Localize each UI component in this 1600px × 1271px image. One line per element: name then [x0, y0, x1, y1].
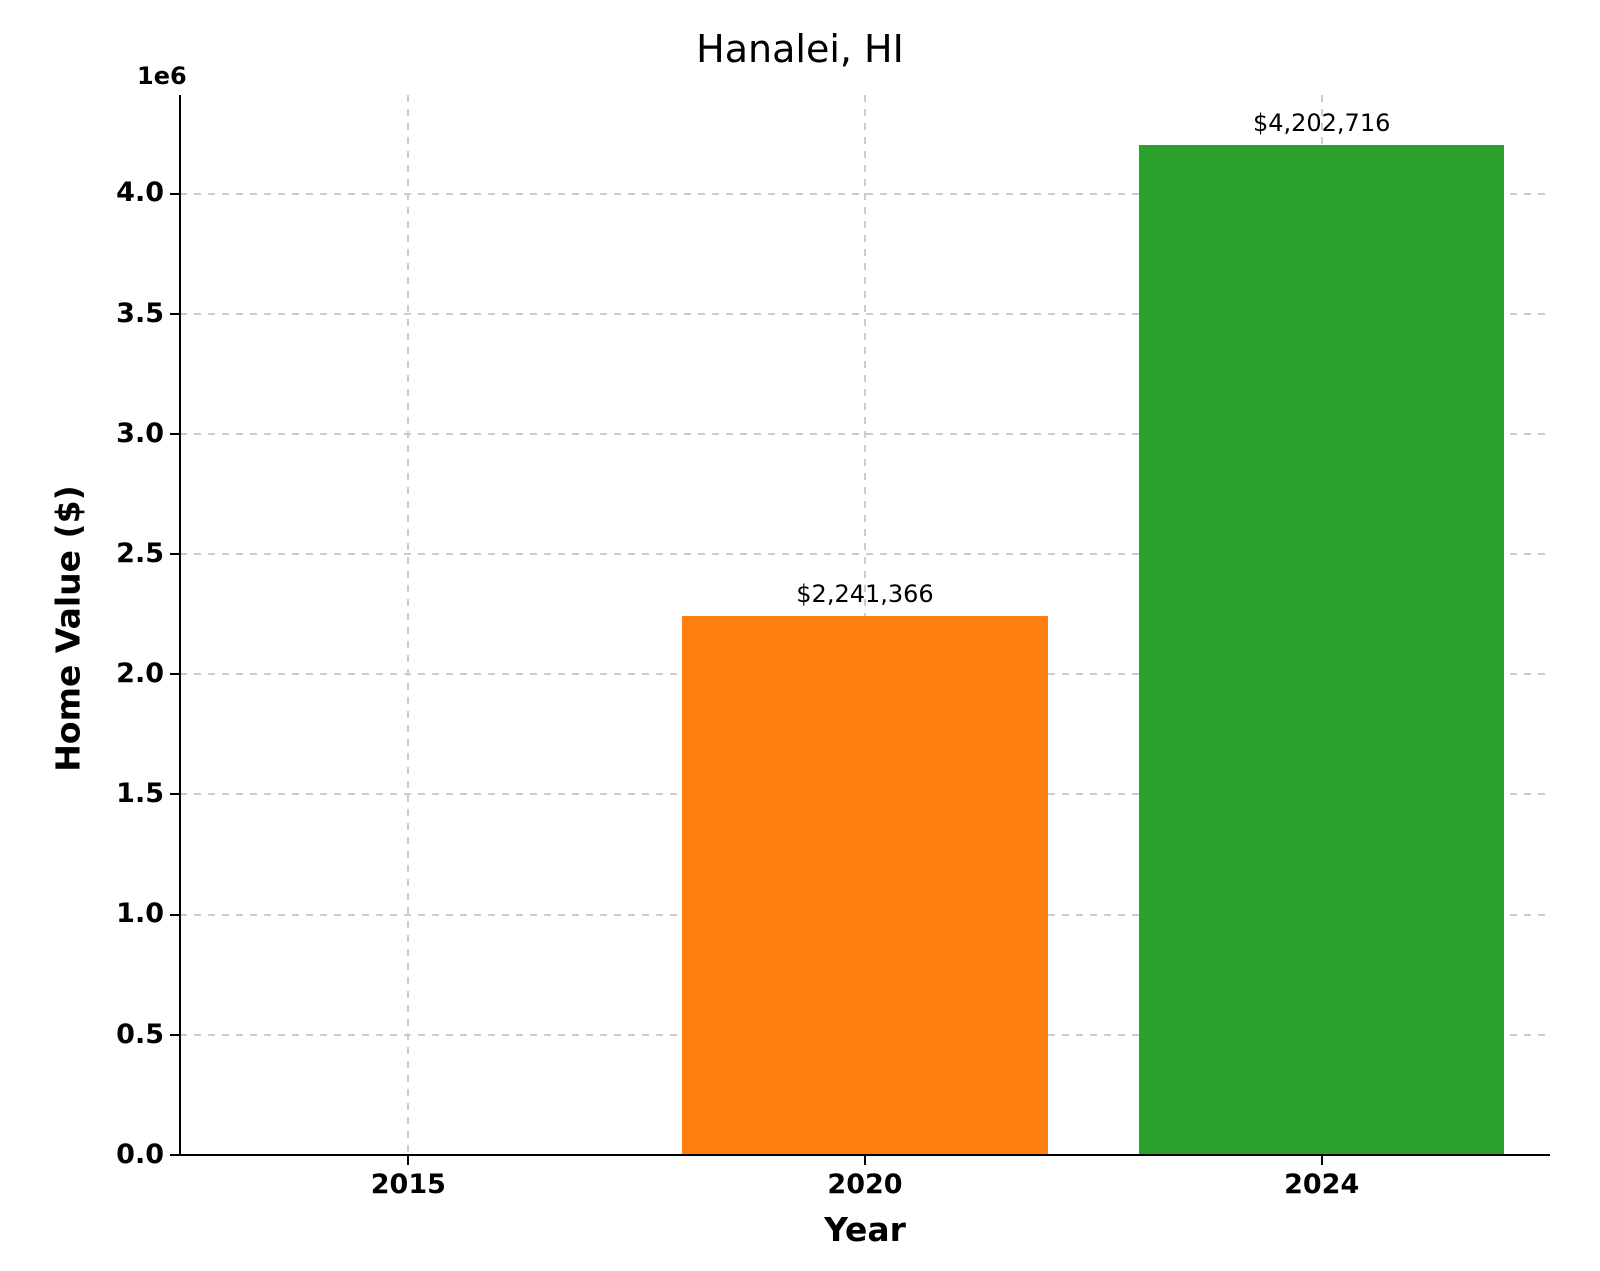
x-tick — [1321, 1155, 1323, 1165]
chart-title: Hanalei, HI — [0, 27, 1600, 71]
y-tick-label: 4.0 — [116, 177, 164, 208]
y-tick-label: 1.5 — [116, 778, 164, 809]
bar — [682, 616, 1047, 1155]
y-axis-spine — [179, 95, 181, 1155]
x-tick — [407, 1155, 409, 1165]
x-tick-label: 2015 — [328, 1169, 488, 1200]
y-tick-label: 2.0 — [116, 658, 164, 689]
bar-value-label: $4,202,716 — [1172, 109, 1472, 137]
y-tick-label: 3.0 — [116, 418, 164, 449]
bar-value-label: $2,241,366 — [715, 580, 1015, 608]
y-axis-label: Home Value ($) — [49, 98, 88, 1158]
x-tick — [864, 1155, 866, 1165]
y-tick-label: 2.5 — [116, 538, 164, 569]
y-tick-label: 0.0 — [116, 1139, 164, 1170]
chart-container: Hanalei, HI 1e6 Home Value ($) Year 0.0 0… — [0, 0, 1600, 1271]
bar — [1139, 145, 1504, 1155]
x-axis-spine — [180, 1154, 1550, 1156]
y-axis-exponent: 1e6 — [137, 62, 187, 90]
y-tick-label: 1.0 — [116, 898, 164, 929]
y-tick-label: 0.5 — [116, 1019, 164, 1050]
x-tick-label: 2024 — [1242, 1169, 1402, 1200]
plot-area — [180, 95, 1550, 1155]
grid-line-vertical — [407, 95, 409, 1155]
x-tick-label: 2020 — [785, 1169, 945, 1200]
y-tick-label: 3.5 — [116, 298, 164, 329]
x-axis-label: Year — [180, 1210, 1550, 1249]
